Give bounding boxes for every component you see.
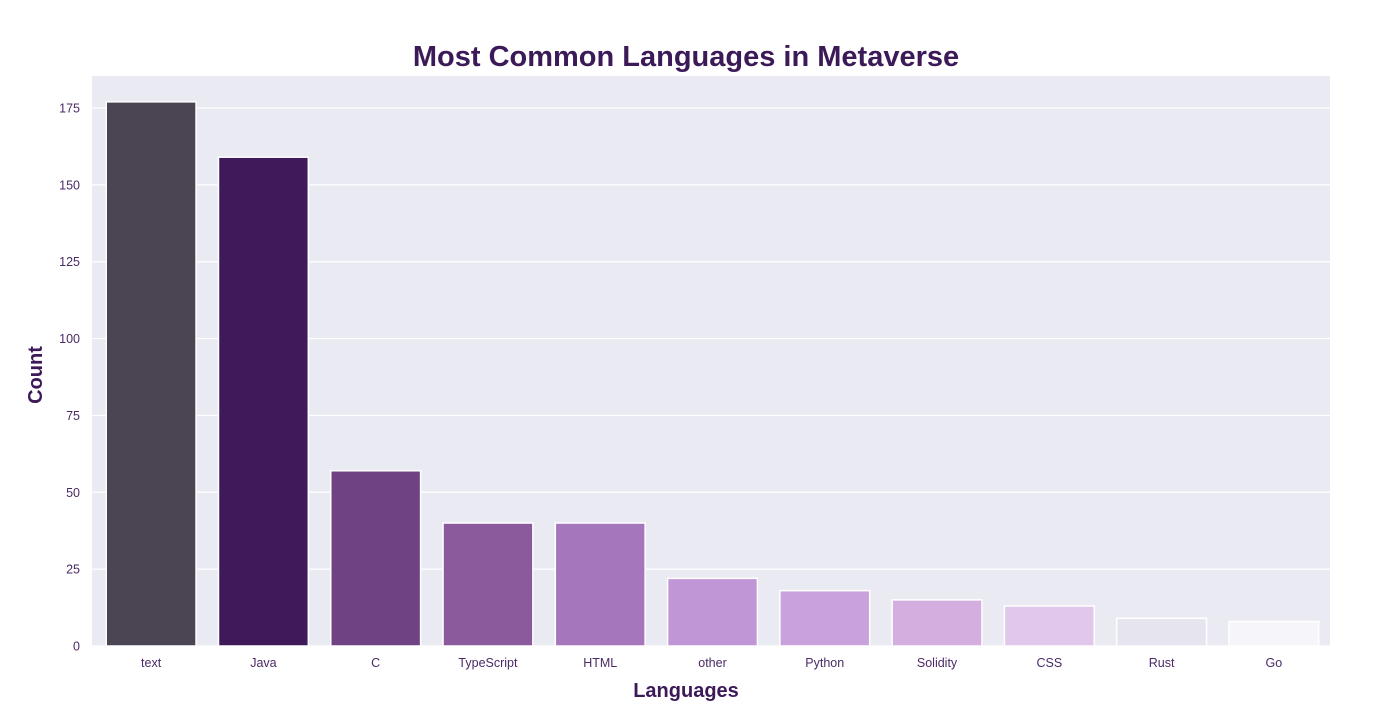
x-tick-label: Java — [250, 656, 276, 670]
bar-css — [1003, 605, 1095, 647]
bar-other — [666, 577, 759, 647]
bar-c — [330, 470, 422, 647]
y-tick-label: 125 — [59, 255, 80, 269]
x-tick-label: HTML — [583, 656, 617, 670]
x-tick-label: other — [698, 656, 727, 670]
y-tick-label: 25 — [66, 563, 80, 577]
y-tick-label: 75 — [66, 409, 80, 423]
x-tick-label: TypeScript — [458, 656, 518, 670]
chart-title: Most Common Languages in Metaverse — [413, 41, 959, 73]
bar-go — [1228, 620, 1320, 647]
x-tick-label: text — [141, 656, 162, 670]
x-axis-label: Languages — [633, 680, 739, 702]
x-tick-labels: text Java C TypeScript HTML other Python Solidi… — [141, 656, 1282, 670]
bar-html — [554, 522, 646, 647]
x-tick-label: Rust — [1149, 656, 1175, 670]
y-tick-labels: 0 25 50 75 100 125 150 175 — [59, 102, 80, 654]
bar-typescript — [442, 522, 534, 647]
bars — [105, 101, 1320, 647]
bar-rust — [1115, 617, 1208, 647]
y-tick-label: 150 — [59, 178, 80, 192]
x-tick-label: Go — [1266, 656, 1283, 670]
x-tick-label: Python — [805, 656, 844, 670]
y-tick-label: 175 — [59, 102, 80, 116]
x-tick-label: C — [371, 656, 380, 670]
y-tick-label: 100 — [59, 332, 80, 346]
y-tick-label: 50 — [66, 486, 80, 500]
x-tick-label: CSS — [1036, 656, 1062, 670]
bar-solidity — [891, 599, 983, 647]
bar-java — [217, 156, 310, 647]
bar-python — [779, 589, 871, 647]
y-tick-label: 0 — [73, 640, 80, 654]
x-tick-label: Solidity — [917, 656, 958, 670]
y-axis-label: Count — [25, 346, 47, 404]
bar-text — [105, 101, 197, 647]
